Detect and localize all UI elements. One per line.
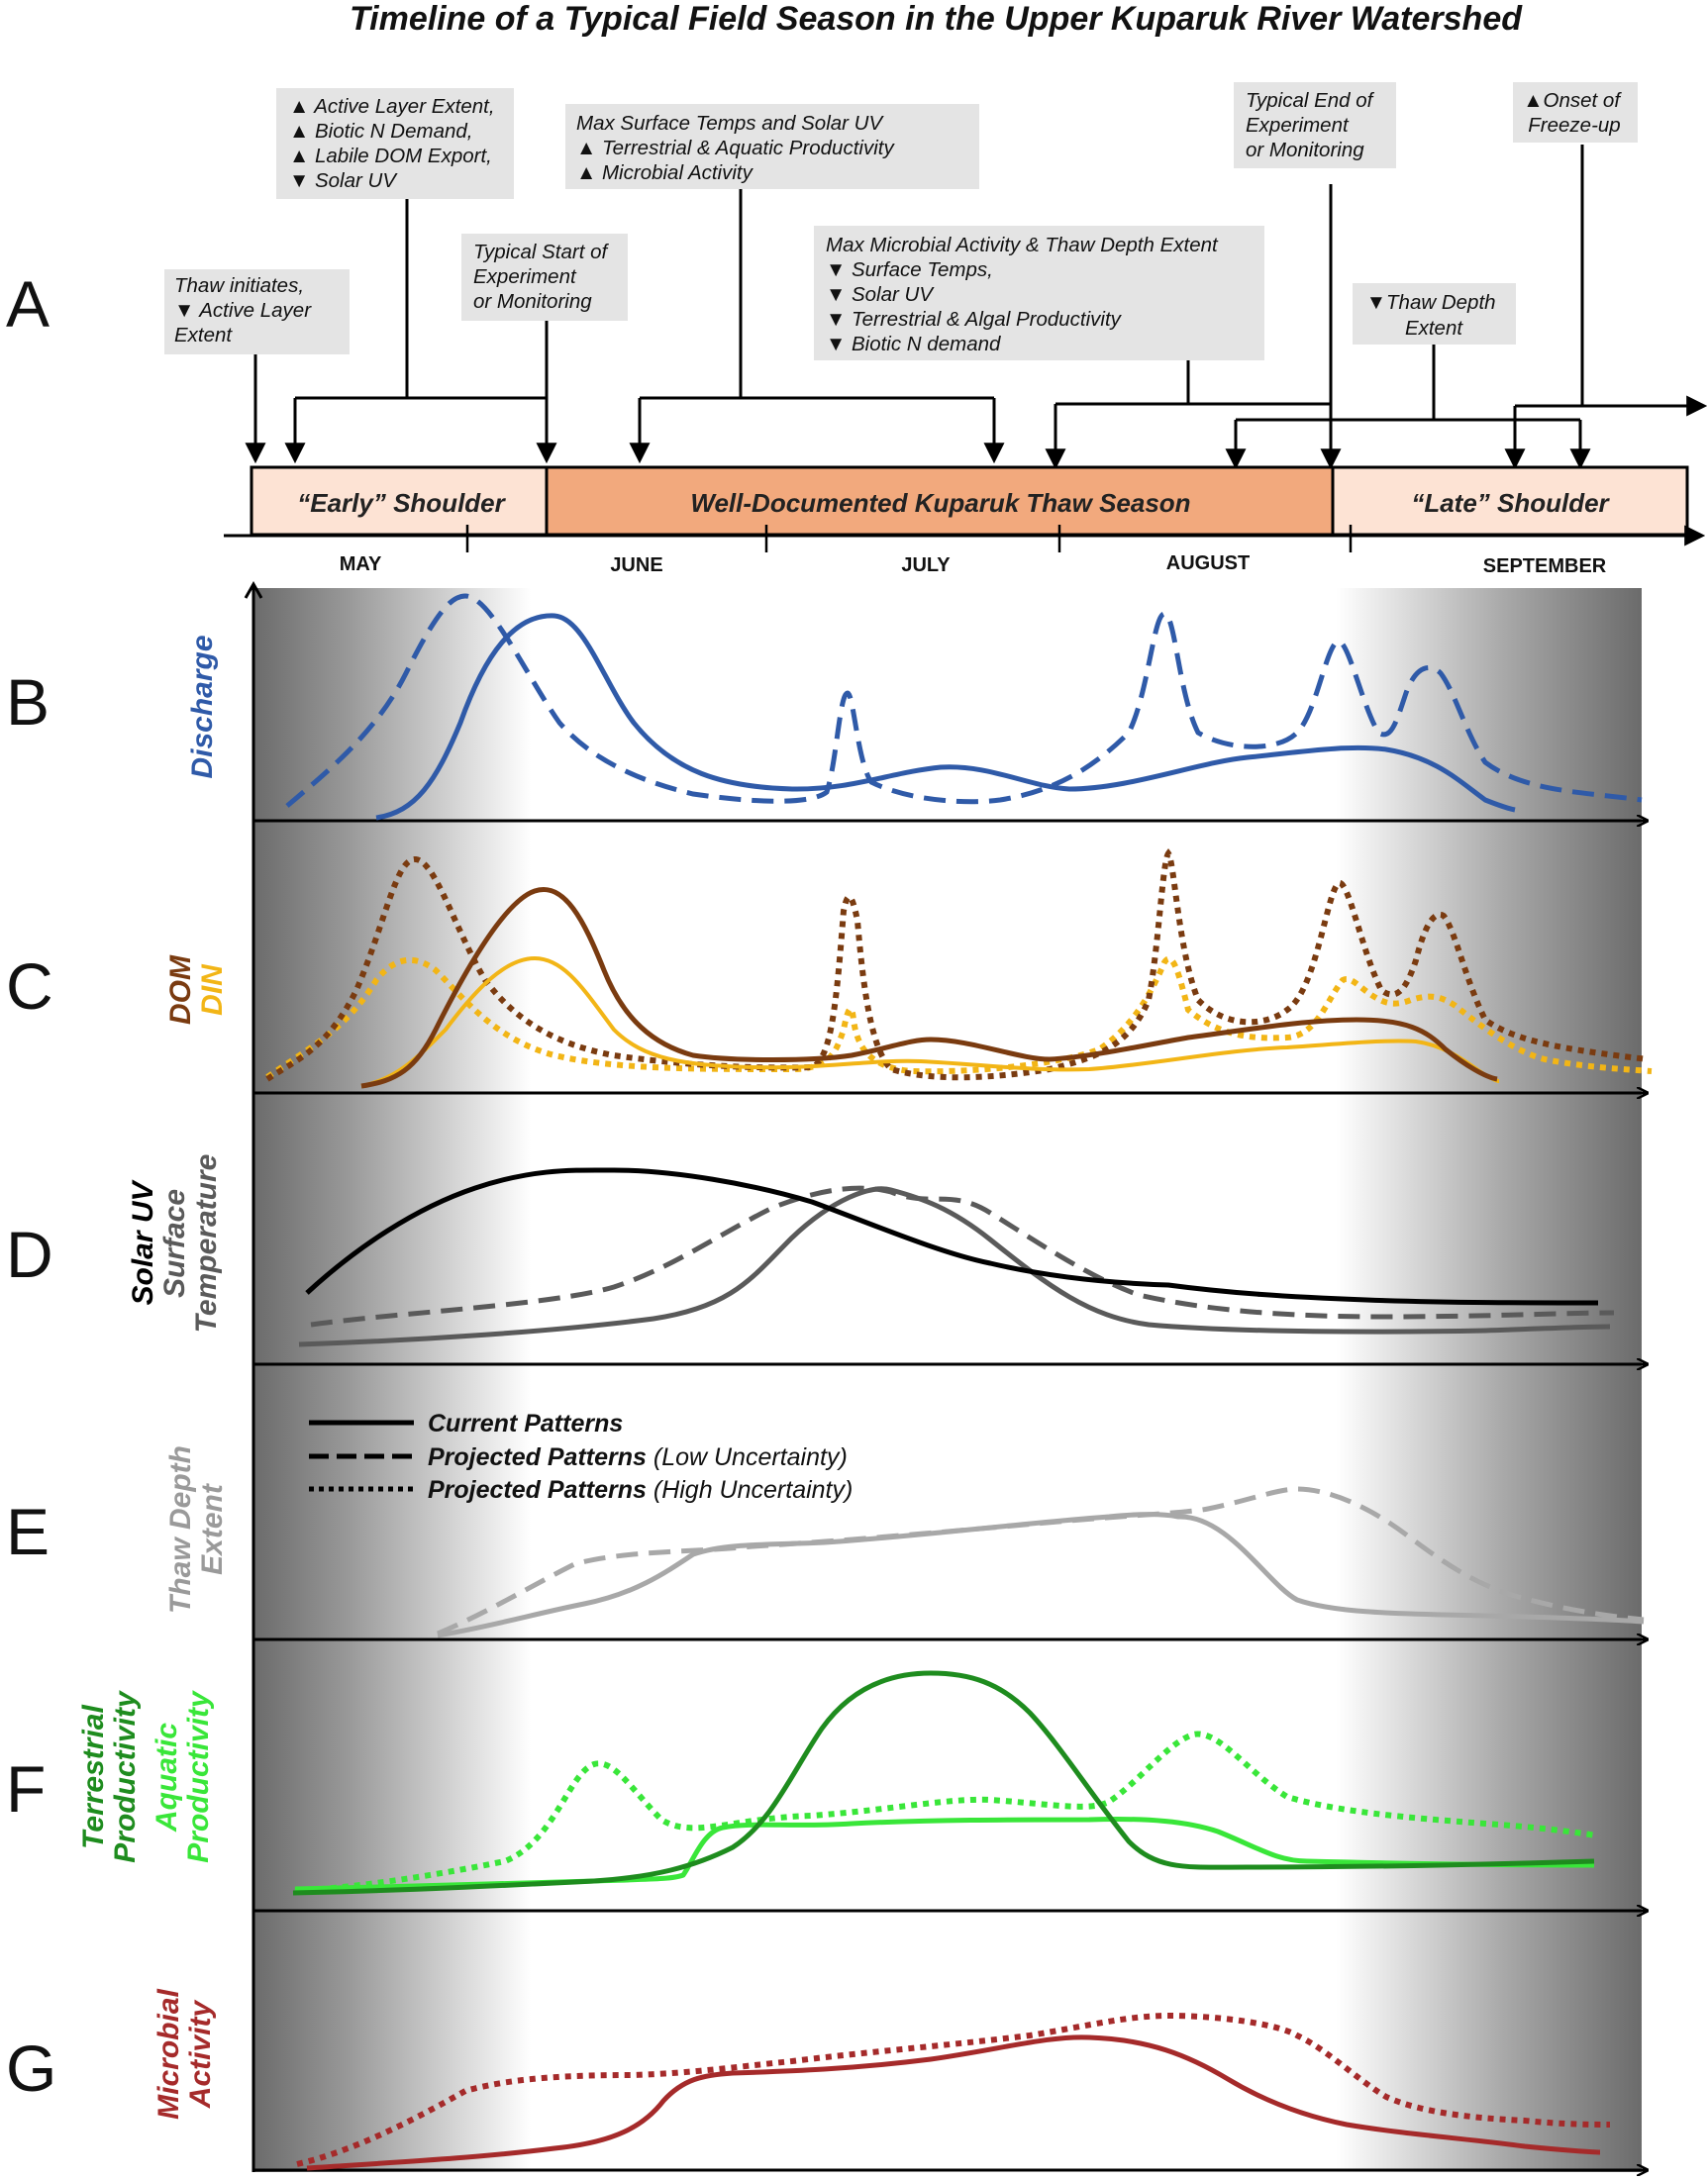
aquatic-label: Aquatic — [151, 1723, 183, 1833]
din-projected-line — [265, 955, 1653, 1080]
panel-label-c: C — [6, 949, 53, 1023]
annotation-thaw-depth: ▼Thaw Depth Extent — [1366, 291, 1502, 340]
panel-label-f: F — [6, 1752, 46, 1826]
month-september: SEPTEMBER — [1483, 555, 1607, 577]
thaw-projected-line — [437, 1486, 1645, 1636]
legend-projected-low: Projected Patterns (Low Uncertainty) — [428, 1443, 848, 1471]
discharge-projected-line — [285, 593, 1643, 808]
dom-projected-line — [265, 847, 1649, 1082]
terrestrial-productivity-label: Productivity — [109, 1690, 142, 1863]
annotation-max-microbial: Max Microbial Activity & Thaw Depth Exte… — [826, 234, 1223, 355]
month-august: AUGUST — [1166, 552, 1250, 574]
panel-label-g: G — [6, 2032, 56, 2105]
panel-c: C DOM DIN — [6, 847, 1653, 1089]
legend-projected-high: Projected Patterns (High Uncertainty) — [428, 1476, 853, 1504]
discharge-current-line — [375, 613, 1516, 821]
panel-f: F Terrestrial Productivity Aquatic Produ… — [6, 1670, 1597, 1896]
legend: Current Patterns Projected Patterns (Low… — [309, 1410, 853, 1504]
annotation-box — [461, 234, 628, 321]
din-label: DIN — [196, 963, 229, 1016]
activity-label: Activity — [184, 2000, 217, 2110]
panel-label-a: A — [6, 267, 50, 341]
annotation-box — [164, 269, 350, 354]
dom-current-line — [360, 887, 1498, 1089]
figure-title: Timeline of a Typical Field Season in th… — [350, 0, 1523, 38]
month-may: MAY — [340, 553, 382, 575]
dom-label: DOM — [164, 954, 197, 1025]
annotation-box — [814, 226, 1264, 360]
annotation-box — [1353, 283, 1516, 345]
discharge-label: Discharge — [186, 635, 219, 778]
surface-temp-current-line — [298, 1186, 1611, 1347]
late-shoulder-label: “Late” Shoulder — [1411, 488, 1610, 518]
annotation-boxes: Thaw initiates, ▼ Active Layer Extent ▲ … — [164, 82, 1638, 360]
microbial-current-line — [306, 2034, 1601, 2171]
early-shoulder-segment — [250, 465, 549, 537]
din-current-line — [360, 955, 1500, 1088]
thaw-extent-label: Extent — [196, 1482, 229, 1575]
temperature-label: Temperature — [190, 1154, 223, 1334]
thaw-season-label: Well-Documented Kuparuk Thaw Season — [690, 488, 1190, 518]
surface-label: Surface — [158, 1189, 191, 1298]
annotation-active-layer: ▲ Active Layer Extent, ▲ Biotic N Demand… — [289, 95, 500, 192]
annotation-box — [565, 104, 979, 189]
panel-d: D Solar UV Surface Temperature — [6, 1154, 1615, 1347]
legend-current-patterns: Current Patterns — [428, 1410, 623, 1437]
annotation-start-experiment: Typical Start of Experiment or Monitorin… — [473, 241, 613, 313]
panel-label-e: E — [6, 1495, 50, 1568]
panel-g: G Microbial Activity — [6, 1988, 1611, 2171]
microbial-label: Microbial — [152, 1988, 185, 2119]
annotation-end-experiment: Typical End of Experiment or Monitoring — [1246, 89, 1378, 161]
annotation-box — [1234, 82, 1396, 168]
panel-label-b: B — [6, 665, 50, 739]
panel-label-d: D — [6, 1218, 53, 1291]
panel-e: E Thaw Depth Extent — [6, 1445, 1645, 1638]
month-june: JUNE — [610, 554, 662, 576]
surface-temp-projected-line — [310, 1185, 1615, 1328]
aquatic-productivity-label: Productivity — [182, 1690, 215, 1863]
month-july: JULY — [901, 554, 951, 576]
season-shading — [253, 588, 1642, 2172]
aquatic-projected-line — [294, 1731, 1597, 1894]
annotation-max-surface-temps: Max Surface Temps and Solar UV ▲ Terrest… — [576, 112, 899, 184]
late-shoulder-segment — [1331, 465, 1689, 537]
thaw-depth-label: Thaw Depth — [164, 1445, 197, 1614]
panel-baselines — [253, 821, 1648, 2170]
early-shoulder-label: “Early” Shoulder — [297, 488, 506, 518]
solar-uv-label: Solar UV — [127, 1178, 159, 1305]
panel-b: B Discharge — [6, 593, 1643, 821]
panel-a: A Thaw initiates, ▼ Active Layer Extent … — [6, 82, 1708, 577]
connector-arrows — [245, 145, 1708, 470]
annotation-box — [276, 88, 514, 199]
thaw-current-line — [437, 1512, 1645, 1638]
annotation-freeze-up: ▲Onset of Freeze-up — [1523, 89, 1625, 137]
terrestrial-label: Terrestrial — [77, 1705, 110, 1849]
month-ticks — [465, 525, 1353, 552]
annotation-thaw-initiates: Thaw initiates, ▼ Active Layer Extent — [174, 274, 317, 347]
annotation-box — [1513, 82, 1638, 143]
terrestrial-current-line — [292, 1670, 1595, 1896]
solar-uv-current-line — [305, 1167, 1599, 1306]
